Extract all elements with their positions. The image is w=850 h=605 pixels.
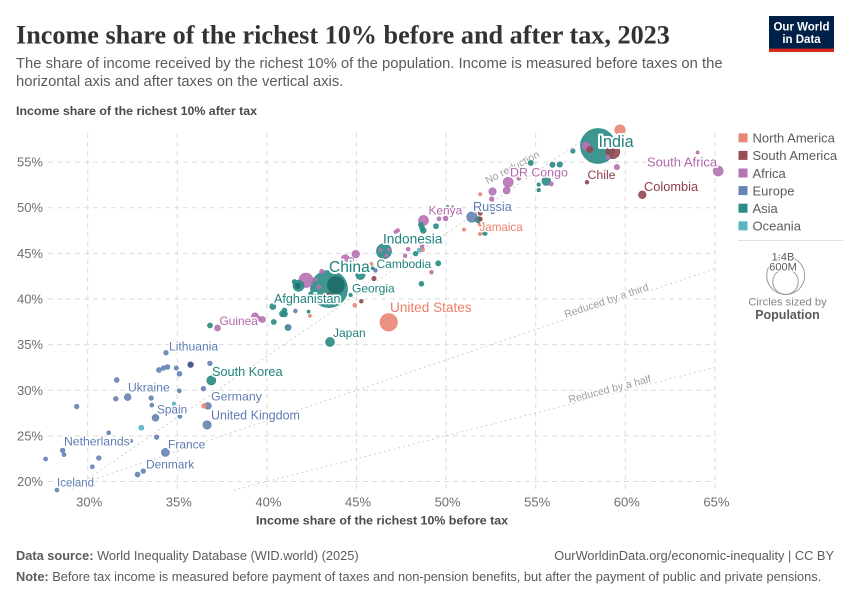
- svg-text:45%: 45%: [17, 246, 43, 261]
- svg-text:35%: 35%: [17, 337, 43, 352]
- svg-text:65%: 65%: [703, 495, 729, 510]
- svg-text:Iceland: Iceland: [57, 478, 94, 490]
- svg-text:50%: 50%: [17, 200, 43, 215]
- svg-text:South Korea: South Korea: [212, 365, 283, 379]
- svg-text:The share of income received b: The share of income received by the rich…: [16, 56, 723, 72]
- svg-text:Russia: Russia: [473, 200, 513, 214]
- svg-text:in Data: in Data: [782, 34, 821, 46]
- svg-text:Guinea: Guinea: [220, 314, 259, 328]
- svg-text:Ukraine: Ukraine: [128, 381, 170, 395]
- svg-text:Germany: Germany: [211, 390, 263, 404]
- svg-text:Circles sized by: Circles sized by: [748, 297, 827, 309]
- svg-text:Our World: Our World: [773, 22, 829, 34]
- svg-text:Income share of the richest 10: Income share of the richest 10% before a…: [16, 21, 670, 50]
- svg-text:Spain: Spain: [157, 403, 187, 417]
- svg-text:55%: 55%: [524, 495, 550, 510]
- svg-text:Asia: Asia: [753, 201, 779, 216]
- svg-text:Income share of the richest 10: Income share of the richest 10% before t…: [256, 514, 508, 528]
- svg-text:South Africa: South Africa: [647, 155, 718, 170]
- svg-text:United Kingdom: United Kingdom: [211, 409, 300, 423]
- svg-text:China: China: [329, 259, 370, 276]
- svg-text:DR Congo: DR Congo: [510, 165, 568, 179]
- svg-text:Data source: World Inequality: Data source: World Inequality Database (…: [16, 548, 359, 563]
- svg-text:United States: United States: [390, 300, 472, 315]
- svg-text:55%: 55%: [17, 155, 43, 170]
- svg-text:Lithuania: Lithuania: [169, 340, 218, 354]
- svg-text:25%: 25%: [17, 428, 43, 443]
- svg-text:1:4B: 1:4B: [772, 252, 795, 264]
- svg-text:OurWorldinData.org/economic-in: OurWorldinData.org/economic-inequality |…: [554, 548, 834, 563]
- svg-text:40%: 40%: [255, 495, 281, 510]
- svg-text:Indonesia: Indonesia: [383, 231, 443, 246]
- svg-text:Chile: Chile: [588, 168, 616, 182]
- svg-text:30%: 30%: [76, 495, 102, 510]
- svg-text:South America: South America: [753, 148, 838, 163]
- svg-text:45%: 45%: [345, 495, 371, 510]
- svg-text:35%: 35%: [166, 495, 192, 510]
- svg-text:Japan: Japan: [333, 326, 366, 340]
- svg-text:Jamaica: Jamaica: [480, 221, 524, 234]
- svg-text:40%: 40%: [17, 292, 43, 307]
- svg-text:horizontal axis and after taxe: horizontal axis and after taxes on the v…: [16, 74, 343, 90]
- svg-text:Note: Before tax income is mea: Note: Before tax income is measured befo…: [16, 569, 821, 584]
- svg-text:Afghanistan: Afghanistan: [274, 292, 341, 306]
- svg-text:Oceania: Oceania: [753, 219, 802, 234]
- svg-text:Europe: Europe: [753, 183, 795, 198]
- svg-text:France: France: [168, 438, 206, 452]
- svg-text:60%: 60%: [614, 495, 640, 510]
- svg-text:Netherlands: Netherlands: [64, 435, 130, 449]
- svg-text:Denmark: Denmark: [146, 458, 194, 472]
- svg-text:North America: North America: [753, 131, 836, 146]
- svg-text:Africa: Africa: [753, 166, 787, 181]
- svg-text:50%: 50%: [435, 495, 461, 510]
- svg-text:Colombia: Colombia: [644, 179, 699, 194]
- svg-text:20%: 20%: [17, 474, 43, 489]
- svg-text:Georgia: Georgia: [352, 282, 395, 296]
- svg-text:India: India: [599, 133, 634, 151]
- svg-text:600M: 600M: [769, 262, 797, 274]
- svg-text:Population: Population: [755, 308, 820, 322]
- svg-text:Cambodia: Cambodia: [377, 257, 432, 271]
- svg-text:30%: 30%: [17, 383, 43, 398]
- svg-text:Kenya: Kenya: [429, 204, 463, 218]
- svg-text:Income share of the richest 10: Income share of the richest 10% after ta…: [16, 104, 257, 118]
